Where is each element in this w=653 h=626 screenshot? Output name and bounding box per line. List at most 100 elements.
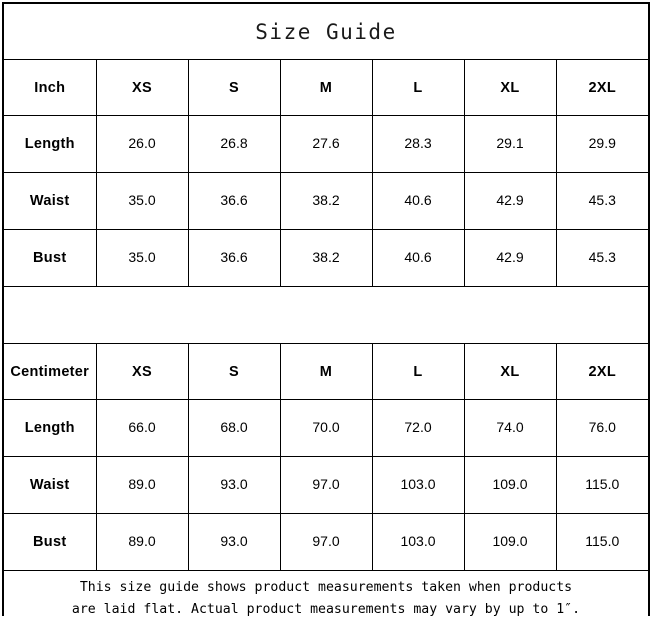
cell-text: 74.0	[496, 419, 523, 435]
value-cell: 115.0	[556, 514, 648, 571]
title-cell: Size Guide	[4, 4, 648, 60]
size-label-m: M	[320, 80, 332, 96]
cell-text: 45.3	[589, 192, 616, 208]
size-label-2xl: 2XL	[589, 364, 617, 380]
measure-label-bust: Bust	[33, 534, 66, 550]
table-row: Waist 35.0 36.6 38.2 40.6 42.9 45.3	[4, 173, 648, 230]
page-title: Size Guide	[255, 20, 396, 44]
cell-text: 97.0	[312, 476, 339, 492]
cell-text: 97.0	[312, 533, 339, 549]
value-cell: 115.0	[556, 457, 648, 514]
value-cell: 29.9	[556, 116, 648, 173]
table-row: Bust 35.0 36.6 38.2 40.6 42.9 45.3	[4, 230, 648, 287]
cell-text: 38.2	[312, 192, 339, 208]
cell-text: 36.6	[220, 249, 247, 265]
value-cell: 42.9	[464, 230, 556, 287]
value-cell: 97.0	[280, 457, 372, 514]
spacer-cell	[4, 287, 648, 344]
measure-label-waist: Waist	[30, 193, 70, 209]
inch-header-row: Inch XS S M L XL 2XL	[4, 60, 648, 116]
size-label-2xl: 2XL	[589, 80, 617, 96]
title-row: Size Guide	[4, 4, 648, 60]
cell-text: 66.0	[128, 419, 155, 435]
inch-unit-label: Inch	[34, 80, 65, 96]
value-cell: 103.0	[372, 514, 464, 571]
cell-text: 93.0	[220, 476, 247, 492]
cell-text: 28.3	[404, 135, 431, 151]
value-cell: 45.3	[556, 230, 648, 287]
measure-label-bust: Bust	[33, 250, 66, 266]
row-label-cell: Waist	[4, 173, 96, 230]
row-label-cell: Bust	[4, 230, 96, 287]
value-cell: 76.0	[556, 400, 648, 457]
cell-text: 103.0	[400, 533, 435, 549]
cell-text: 35.0	[128, 249, 155, 265]
table-row: Length 66.0 68.0 70.0 72.0 74.0 76.0	[4, 400, 648, 457]
cell-text: 38.2	[312, 249, 339, 265]
inch-size-header-s: S	[188, 60, 280, 116]
value-cell: 89.0	[96, 514, 188, 571]
value-cell: 93.0	[188, 457, 280, 514]
cell-text: 115.0	[585, 533, 619, 549]
inch-size-header-m: M	[280, 60, 372, 116]
value-cell: 26.0	[96, 116, 188, 173]
cell-text: 109.0	[492, 476, 527, 492]
value-cell: 70.0	[280, 400, 372, 457]
cell-text: 93.0	[220, 533, 247, 549]
cell-text: 27.6	[312, 135, 339, 151]
cell-text: 109.0	[492, 533, 527, 549]
cell-text: 103.0	[400, 476, 435, 492]
measure-label-waist: Waist	[30, 477, 70, 493]
table-row: Bust 89.0 93.0 97.0 103.0 109.0 115.0	[4, 514, 648, 571]
cell-text: 70.0	[312, 419, 339, 435]
value-cell: 27.6	[280, 116, 372, 173]
cell-text: 40.6	[404, 192, 431, 208]
centimeter-size-header-xl: XL	[464, 344, 556, 400]
table-row: Waist 89.0 93.0 97.0 103.0 109.0 115.0	[4, 457, 648, 514]
cell-text: 115.0	[585, 476, 619, 492]
cell-text: 89.0	[128, 476, 155, 492]
value-cell: 45.3	[556, 173, 648, 230]
value-cell: 36.6	[188, 230, 280, 287]
centimeter-unit-header: Centimeter	[4, 344, 96, 400]
value-cell: 66.0	[96, 400, 188, 457]
centimeter-size-header-m: M	[280, 344, 372, 400]
size-guide-note: This size guide shows product measuremen…	[4, 577, 648, 621]
centimeter-header-row: Centimeter XS S M L XL 2XL	[4, 344, 648, 400]
value-cell: 36.6	[188, 173, 280, 230]
value-cell: 35.0	[96, 230, 188, 287]
size-label-xl: XL	[500, 80, 519, 96]
value-cell: 93.0	[188, 514, 280, 571]
row-label-cell: Waist	[4, 457, 96, 514]
value-cell: 38.2	[280, 230, 372, 287]
cell-text: 45.3	[589, 249, 616, 265]
centimeter-unit-label: Centimeter	[10, 364, 89, 380]
value-cell: 35.0	[96, 173, 188, 230]
value-cell: 40.6	[372, 230, 464, 287]
cell-text: 72.0	[404, 419, 431, 435]
cell-text: 76.0	[589, 419, 616, 435]
size-label-s: S	[229, 80, 239, 96]
inch-size-header-2xl: 2XL	[556, 60, 648, 116]
size-label-m: M	[320, 364, 332, 380]
value-cell: 68.0	[188, 400, 280, 457]
cell-text: 29.1	[496, 135, 523, 151]
value-cell: 109.0	[464, 514, 556, 571]
centimeter-size-header-2xl: 2XL	[556, 344, 648, 400]
centimeter-size-header-l: L	[372, 344, 464, 400]
measure-label-length: Length	[25, 136, 75, 152]
value-cell: 74.0	[464, 400, 556, 457]
cell-text: 26.0	[128, 135, 155, 151]
inch-size-header-xl: XL	[464, 60, 556, 116]
cell-text: 29.9	[589, 135, 616, 151]
table-row: Length 26.0 26.8 27.6 28.3 29.1 29.9	[4, 116, 648, 173]
cell-text: 35.0	[128, 192, 155, 208]
value-cell: 89.0	[96, 457, 188, 514]
value-cell: 109.0	[464, 457, 556, 514]
value-cell: 26.8	[188, 116, 280, 173]
value-cell: 28.3	[372, 116, 464, 173]
cell-text: 42.9	[496, 249, 523, 265]
cell-text: 26.8	[220, 135, 247, 151]
value-cell: 40.6	[372, 173, 464, 230]
size-label-xs: XS	[132, 80, 152, 96]
